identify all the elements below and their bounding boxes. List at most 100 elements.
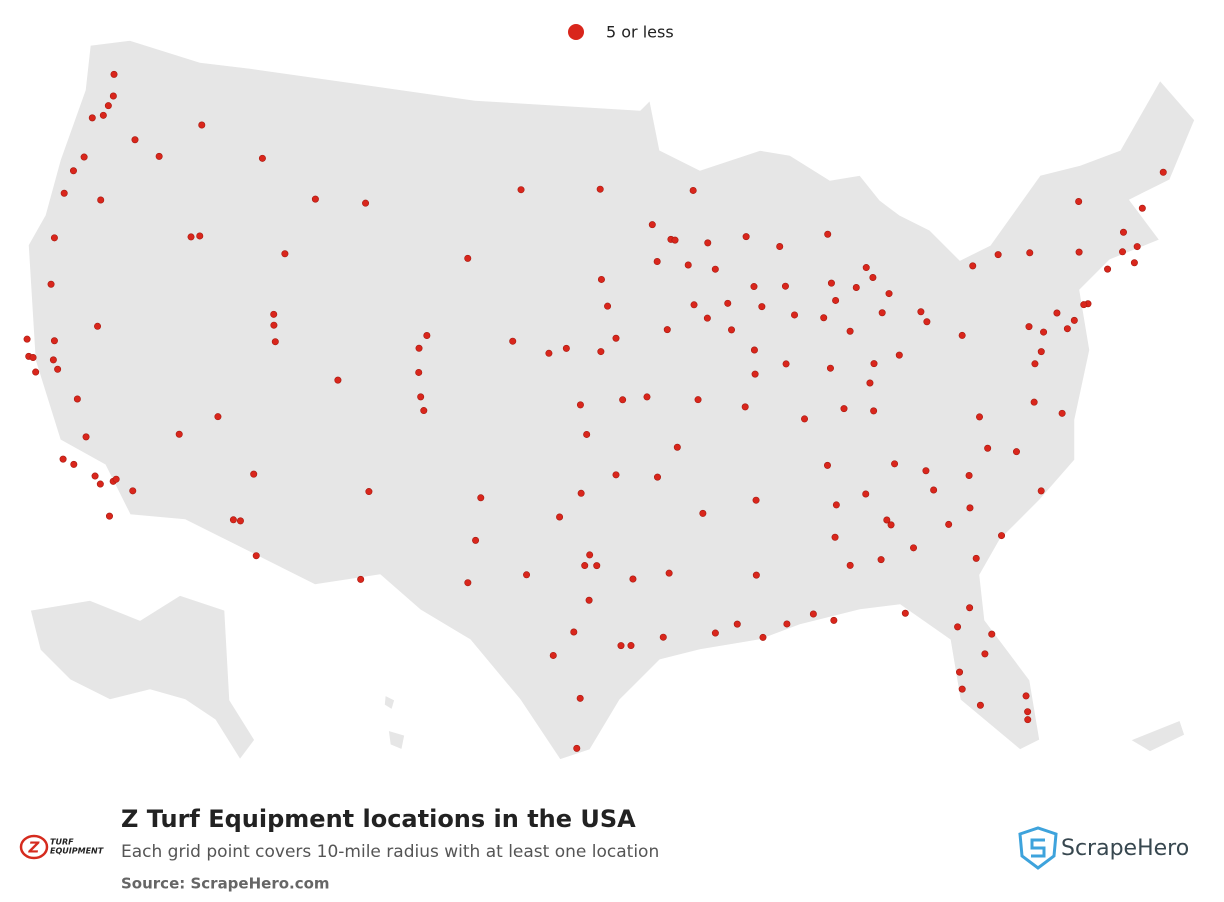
chart-title: Z Turf Equipment locations in the USA xyxy=(121,805,636,833)
location-dot xyxy=(70,460,78,468)
location-dot xyxy=(581,562,589,570)
location-dot xyxy=(597,348,605,356)
location-dot xyxy=(1070,316,1078,324)
location-dot xyxy=(32,368,40,376)
location-dot xyxy=(270,321,278,329)
location-dot xyxy=(694,396,702,404)
location-dot xyxy=(1026,249,1034,257)
location-dot xyxy=(891,460,899,468)
location-dot xyxy=(831,533,839,541)
location-dot xyxy=(270,310,278,318)
location-dot xyxy=(517,186,525,194)
location-dot xyxy=(689,186,697,194)
location-dot xyxy=(852,283,860,291)
location-dot xyxy=(464,254,472,262)
location-dot xyxy=(619,396,627,404)
location-dot xyxy=(966,604,974,612)
location-dot xyxy=(556,513,564,521)
location-dot xyxy=(750,283,758,291)
location-dot xyxy=(878,309,886,317)
location-dot xyxy=(699,509,707,517)
location-dot xyxy=(895,351,903,359)
location-dot xyxy=(862,490,870,498)
location-dot xyxy=(998,532,1006,540)
location-dot xyxy=(870,360,878,368)
location-dot xyxy=(104,102,112,110)
location-dot xyxy=(945,520,953,528)
location-dot xyxy=(357,575,365,583)
location-dot xyxy=(1040,328,1048,336)
location-dot xyxy=(887,521,895,529)
location-dot xyxy=(923,318,931,326)
location-dot xyxy=(597,275,605,283)
location-dot xyxy=(750,346,758,354)
location-dot xyxy=(110,70,118,78)
location-dot xyxy=(415,344,423,352)
location-dot xyxy=(271,338,279,346)
location-dot xyxy=(781,282,789,290)
location-dot xyxy=(570,628,578,636)
location-dot xyxy=(1037,487,1045,495)
location-dot xyxy=(586,551,594,559)
location-dot xyxy=(29,353,37,361)
location-dot xyxy=(629,575,637,583)
location-dot xyxy=(901,609,909,617)
location-dot xyxy=(577,489,585,497)
location-dot xyxy=(653,473,661,481)
legend-label: 5 or less xyxy=(606,23,674,42)
location-dot xyxy=(420,407,428,415)
publisher-shield-s xyxy=(1030,838,1046,858)
location-dot xyxy=(69,167,77,175)
location-dot xyxy=(73,395,81,403)
location-dot xyxy=(783,620,791,628)
location-dot xyxy=(477,494,485,502)
location-dot xyxy=(88,114,96,122)
location-dot xyxy=(1022,692,1030,700)
location-dot xyxy=(196,232,204,240)
location-dot xyxy=(155,152,163,160)
location-dot xyxy=(545,349,553,357)
location-dot xyxy=(917,308,925,316)
location-dot xyxy=(423,332,431,340)
location-dot xyxy=(956,668,964,676)
location-dot xyxy=(791,311,799,319)
location-dot xyxy=(728,326,736,334)
location-dot xyxy=(759,633,767,641)
location-dot xyxy=(1119,248,1127,256)
location-dot xyxy=(82,433,90,441)
location-dot xyxy=(866,379,874,387)
location-dot xyxy=(1030,398,1038,406)
location-dots xyxy=(23,70,1167,752)
location-dot xyxy=(826,364,834,372)
brand-logo-ring xyxy=(19,834,49,860)
brand-logo: Z TURF EQUIPMENT xyxy=(19,834,104,860)
location-dot xyxy=(690,301,698,309)
location-dot xyxy=(334,376,342,384)
location-dot xyxy=(1138,204,1146,212)
legend-swatch xyxy=(568,24,584,40)
location-dot xyxy=(643,393,651,401)
location-dot xyxy=(236,517,244,525)
location-dot xyxy=(665,569,673,577)
location-dot xyxy=(60,189,68,197)
location-dot xyxy=(653,258,661,266)
alaska xyxy=(29,594,256,762)
location-dot xyxy=(969,262,977,270)
location-dot xyxy=(576,401,584,409)
location-dot xyxy=(1080,301,1088,309)
location-dot xyxy=(984,444,992,452)
location-dot xyxy=(604,302,612,310)
chart-subtitle: Each grid point covers 10-mile radius wi… xyxy=(121,842,659,862)
location-dot xyxy=(417,393,425,401)
location-dot xyxy=(832,501,840,509)
location-dot xyxy=(49,356,57,364)
location-dot xyxy=(711,265,719,273)
location-dot xyxy=(958,331,966,339)
location-dot xyxy=(869,274,877,282)
location-dot xyxy=(131,136,139,144)
location-dot xyxy=(229,516,237,524)
publisher-shield xyxy=(1018,826,1058,870)
location-dot xyxy=(97,196,105,204)
location-dot xyxy=(711,629,719,637)
location-dot xyxy=(958,685,966,693)
